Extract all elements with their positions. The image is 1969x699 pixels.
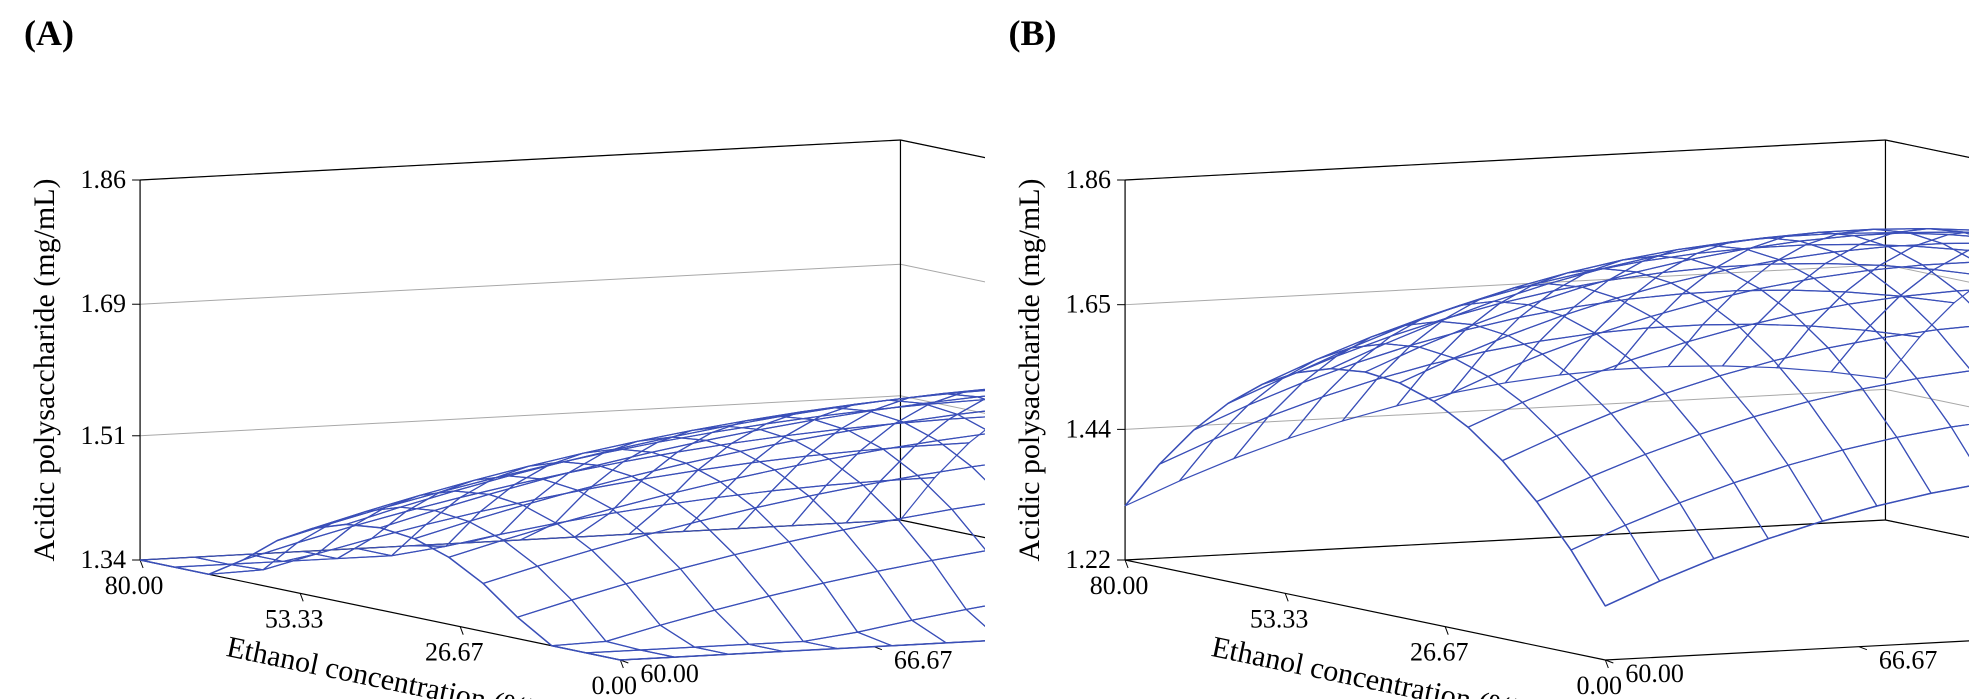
- panel-b: (B) 1.221.441.651.8680.0053.3326.670.006…: [985, 0, 1969, 699]
- svg-text:1.44: 1.44: [1065, 414, 1111, 443]
- svg-text:1.69: 1.69: [81, 289, 127, 318]
- panel-a-plot: 1.34 1.51 1.69 1.86 80.00 53.33 26.67 0.0060.00…: [0, 0, 985, 699]
- svg-text:Acidic polysaccharide (mg/mL): Acidic polysaccharide (mg/mL): [1013, 178, 1046, 561]
- svg-text:60.00: 60.00: [1625, 659, 1684, 688]
- svg-text:66.67: 66.67: [894, 646, 953, 675]
- svg-text:80.00: 80.00: [105, 571, 164, 600]
- svg-text:53.33: 53.33: [1249, 604, 1308, 633]
- svg-text:26.67: 26.67: [425, 638, 484, 667]
- svg-text:0.00: 0.00: [1576, 671, 1622, 699]
- svg-text:Acidic polysaccharide (mg/mL): Acidic polysaccharide (mg/mL): [28, 178, 61, 561]
- svg-text:1.65: 1.65: [1065, 290, 1111, 319]
- panel-b-plot: 1.22 1.44 1.65 1.86 80.00 53.33 26.67 0.0060.00…: [985, 0, 1969, 699]
- svg-text:26.67: 26.67: [1409, 638, 1468, 667]
- svg-text:1.51: 1.51: [81, 421, 127, 450]
- svg-text:Ethanol concentration (%): Ethanol concentration (%): [224, 630, 541, 699]
- svg-text:60.00: 60.00: [640, 659, 699, 688]
- svg-text:1.22: 1.22: [1065, 545, 1111, 574]
- svg-text:80.00: 80.00: [1089, 571, 1148, 600]
- svg-text:1.34: 1.34: [81, 545, 127, 574]
- svg-text:Ethanol concentration (%): Ethanol concentration (%): [1208, 630, 1525, 699]
- panel-a: (A) 1.341.511.691.8680.0053.3326.670.006…: [0, 0, 985, 699]
- svg-text:1.86: 1.86: [81, 165, 127, 194]
- svg-text:0.00: 0.00: [592, 671, 638, 699]
- svg-text:1.86: 1.86: [1065, 165, 1111, 194]
- svg-text:66.67: 66.67: [1878, 646, 1937, 675]
- svg-text:53.33: 53.33: [265, 604, 324, 633]
- figure-row: (A) 1.341.511.691.8680.0053.3326.670.006…: [0, 0, 1969, 699]
